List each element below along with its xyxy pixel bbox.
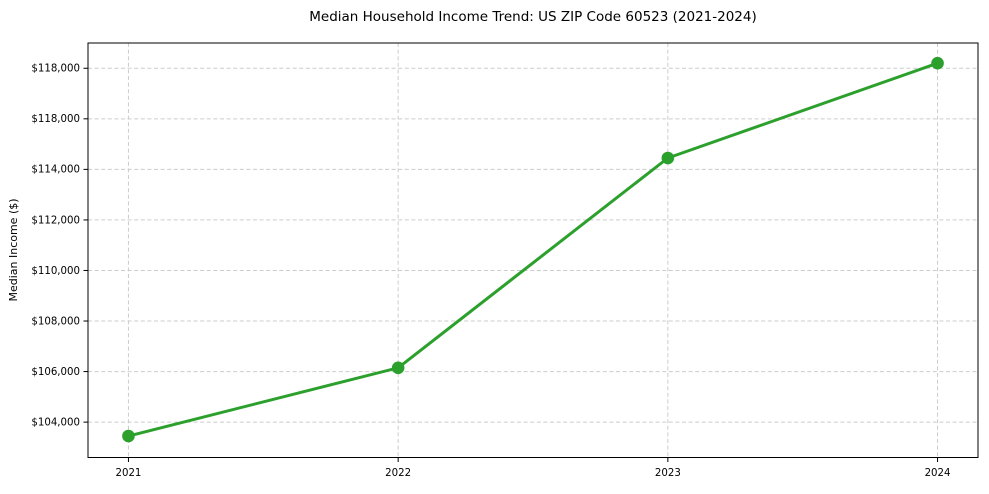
- income-series: [122, 56, 944, 443]
- data-point-marker: [661, 151, 675, 165]
- x-tick-label: 2024: [925, 468, 951, 479]
- data-point-marker: [122, 429, 135, 443]
- y-axis-label: Median Income ($): [7, 198, 20, 301]
- tick-labels: $104,000 $106,000 $108,000 $110,000 $112,000…: [31, 64, 950, 479]
- y-tick-label: $106,000: [31, 367, 80, 378]
- data-point-marker: [391, 361, 405, 375]
- axis-ticks: [83, 67, 939, 462]
- y-tick-label: $118,000: [31, 64, 80, 75]
- y-tick-label: $108,000: [31, 316, 80, 327]
- data-point-marker: [931, 56, 944, 70]
- chart-title: Median Household Income Trend: US ZIP Co…: [309, 9, 757, 25]
- y-tick-label: $104,000: [31, 417, 80, 428]
- y-tick-label: $114,000: [31, 165, 80, 176]
- gridlines: [88, 43, 978, 458]
- plot-border: [87, 42, 979, 458]
- x-tick-label: 2022: [385, 468, 411, 479]
- x-tick-label: 2021: [115, 468, 141, 479]
- y-tick-label: $118,000: [31, 114, 80, 125]
- y-tick-label: $112,000: [31, 215, 80, 226]
- x-tick-label: 2023: [655, 468, 681, 479]
- trend-line: [126, 61, 940, 438]
- y-tick-label: $110,000: [31, 266, 80, 277]
- plot-border-rect: [87, 42, 979, 458]
